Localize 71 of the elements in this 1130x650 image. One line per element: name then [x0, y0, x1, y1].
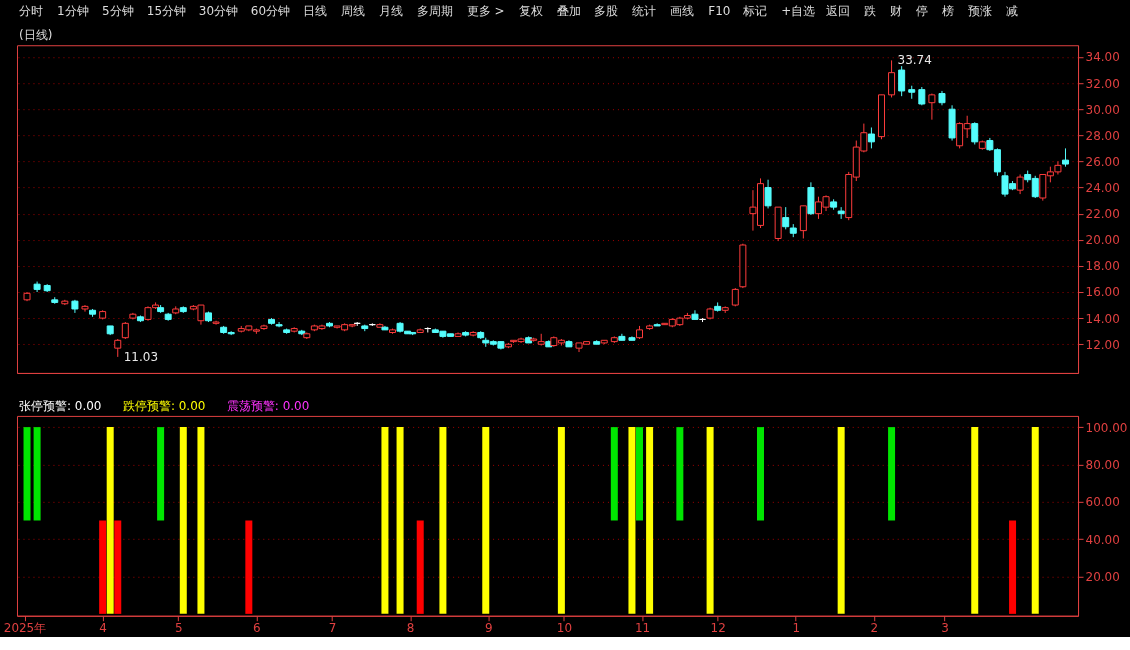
x-tick-label: 9 — [484, 621, 493, 636]
text: 榜 — [942, 4, 955, 19]
y-tick-label: 22.00 — [1085, 207, 1120, 222]
text: 30分钟 — [198, 4, 239, 19]
candlestick — [1016, 174, 1024, 195]
text: 停 — [916, 4, 929, 19]
text: 统计 — [632, 4, 657, 19]
candlestick — [898, 65, 906, 97]
x-tick-label: 10 — [556, 621, 573, 636]
y-tick-label: 40.00 — [1085, 532, 1120, 547]
y-tick-label: 100.00 — [1085, 420, 1128, 435]
candlestick — [867, 127, 875, 149]
x-tick-label: 2025年 — [3, 621, 47, 636]
y-tick-label: 26.00 — [1085, 154, 1120, 169]
text: 减 — [1006, 4, 1019, 19]
annotation: 11.03 — [123, 349, 159, 364]
x-tick-label: 4 — [99, 621, 107, 636]
text: 跌 — [864, 4, 877, 19]
x-tick-label: 3 — [941, 621, 949, 636]
y-tick-label: 18.00 — [1085, 259, 1120, 274]
text: 月线 — [378, 4, 403, 19]
y-tick-label: 20.00 — [1085, 233, 1120, 248]
x-tick-label: 6 — [253, 621, 261, 636]
candlestick — [928, 93, 936, 121]
text: 周线 — [340, 4, 365, 19]
annotation: 33.74 — [897, 53, 932, 68]
y-tick-label: 12.00 — [1085, 337, 1120, 352]
text: +自选 — [781, 4, 816, 19]
text: 1分钟 — [56, 4, 89, 19]
candlestick — [888, 59, 896, 98]
text: 分时 — [18, 4, 43, 19]
x-tick-label: 12 — [710, 621, 726, 636]
y-tick-label: 14.00 — [1085, 311, 1120, 326]
text: 60分钟 — [250, 4, 291, 19]
x-tick-label: 5 — [174, 621, 183, 636]
y-tick-label: 34.00 — [1085, 50, 1120, 65]
text: 多股 — [594, 4, 619, 19]
x-tick-label: 1 — [792, 621, 801, 636]
y-tick-label: 28.00 — [1085, 128, 1120, 143]
text: 画线 — [670, 4, 695, 19]
candlestick — [1061, 147, 1069, 168]
text: 跌停预警: 0.00 — [122, 398, 206, 413]
y-tick-label: 80.00 — [1085, 457, 1120, 472]
text: 震荡预警: 0.00 — [226, 398, 310, 413]
text: 5分钟 — [101, 4, 134, 19]
text: 返回 — [826, 4, 851, 19]
text: 叠加 — [556, 4, 581, 19]
x-tick-label: 7 — [328, 621, 337, 636]
y-tick-label: 16.00 — [1085, 285, 1120, 300]
text: 更多 > — [466, 4, 505, 19]
text: 财 — [890, 4, 903, 19]
text: 多周期 — [416, 4, 453, 19]
chart-title: (日线) — [18, 28, 53, 43]
text: 张停预警: 0.00 — [18, 398, 102, 413]
text: 标记 — [742, 4, 768, 19]
text: 复权 — [518, 4, 543, 19]
y-tick-label: 32.00 — [1085, 76, 1120, 91]
x-tick-label: 11 — [634, 621, 651, 636]
y-tick-label: 20.00 — [1085, 570, 1120, 585]
y-tick-label: 60.00 — [1085, 495, 1120, 510]
y-tick-label: 24.00 — [1085, 181, 1120, 196]
text: 15分钟 — [146, 4, 187, 19]
candlestick — [782, 206, 790, 230]
candlestick — [971, 121, 979, 145]
text: 预涨 — [968, 4, 993, 19]
candlestick — [764, 179, 772, 209]
x-tick-label: 8 — [406, 621, 415, 636]
y-tick-label: 30.00 — [1085, 102, 1120, 117]
text: F10 — [708, 4, 731, 19]
text: 日线 — [302, 4, 327, 19]
x-tick-label: 2 — [870, 621, 879, 636]
